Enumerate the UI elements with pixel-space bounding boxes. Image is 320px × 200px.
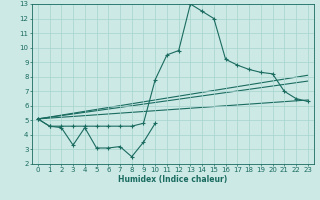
X-axis label: Humidex (Indice chaleur): Humidex (Indice chaleur) [118, 175, 228, 184]
